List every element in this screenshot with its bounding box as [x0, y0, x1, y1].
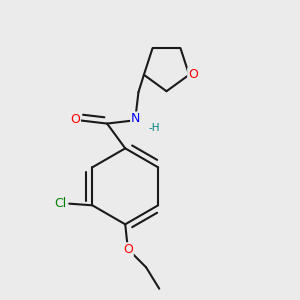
Text: O: O — [188, 68, 198, 81]
Text: Cl: Cl — [54, 197, 66, 210]
Text: -H: -H — [148, 122, 160, 133]
Text: O: O — [70, 113, 80, 126]
Text: O: O — [123, 243, 133, 256]
Text: N: N — [131, 112, 140, 125]
